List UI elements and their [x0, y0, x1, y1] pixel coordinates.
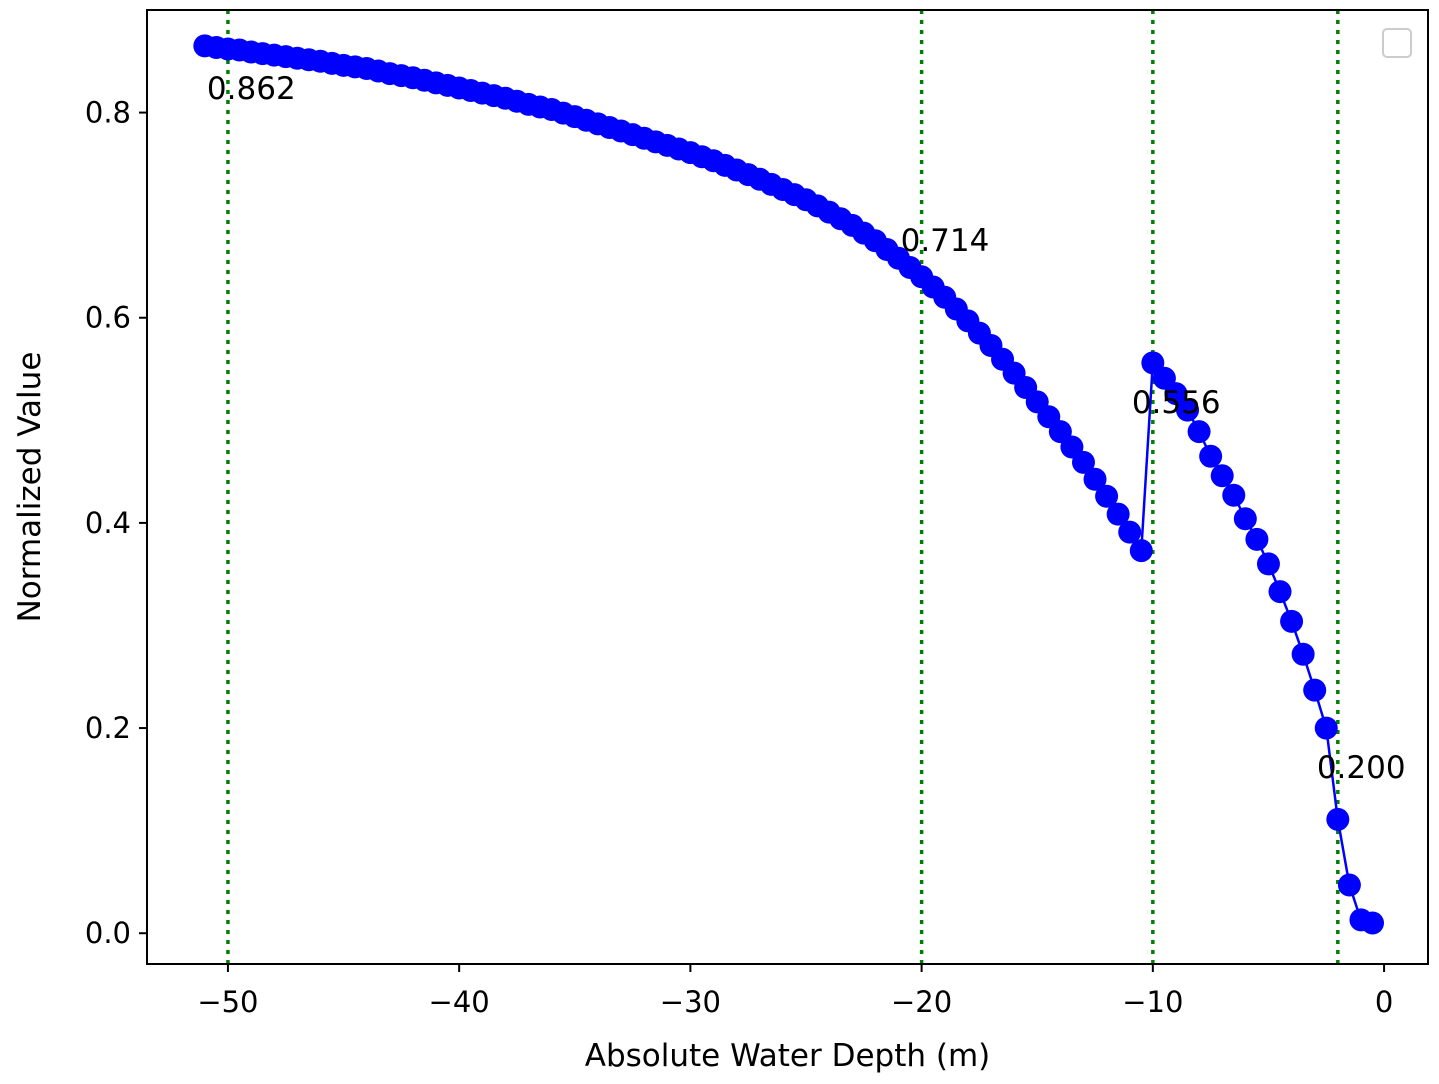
annotation-label: 0.200	[1317, 750, 1406, 786]
data-point	[1245, 527, 1269, 551]
data-point	[1164, 382, 1188, 406]
data-point	[1268, 580, 1292, 604]
x-tick-label: −20	[891, 985, 952, 1019]
data-point	[1187, 420, 1211, 444]
y-axis-ticks: 0.0 0.2 0.4 0.6 0.8	[85, 96, 147, 950]
annotations: 0.862 0.714 0.556 0.200	[207, 71, 1406, 786]
data-point	[1106, 502, 1130, 526]
y-tick-label: 0.4	[85, 506, 131, 540]
x-axis-label: Absolute Water Depth (m)	[585, 1038, 991, 1074]
annotation-label: 0.556	[1132, 385, 1221, 421]
data-point	[1326, 807, 1350, 831]
data-point	[1337, 873, 1361, 897]
y-axis-label: Normalized Value	[12, 352, 48, 623]
data-point	[1129, 539, 1153, 563]
data-point	[1361, 911, 1385, 935]
data-point	[1083, 467, 1107, 491]
data-point	[1118, 520, 1142, 544]
annotation-label: 0.714	[901, 223, 990, 259]
data-point	[1222, 483, 1246, 507]
data-point	[1095, 484, 1119, 508]
x-axis-ticks: −50 −40 −30 −20 −10 0	[197, 964, 1393, 1019]
data-point	[1256, 552, 1280, 576]
reference-lines	[226, 10, 1340, 964]
plot-frame	[146, 9, 1429, 965]
data-point	[1280, 609, 1304, 633]
data-point	[1314, 716, 1338, 740]
data-series	[193, 34, 1385, 935]
data-point	[1176, 398, 1200, 422]
annotation-label: 0.862	[207, 71, 296, 107]
y-tick-label: 0.8	[85, 96, 131, 130]
data-point	[1210, 464, 1234, 488]
x-tick-label: −30	[660, 985, 721, 1019]
y-tick-label: 0.6	[85, 301, 131, 335]
data-point	[1071, 450, 1095, 474]
data-point	[1199, 444, 1223, 468]
x-tick-label: −40	[429, 985, 490, 1019]
x-tick-label: −50	[197, 985, 258, 1019]
data-point	[1233, 507, 1257, 531]
legend-box	[1382, 28, 1412, 58]
x-tick-label: 0	[1375, 985, 1393, 1019]
series-line	[204, 44, 1373, 925]
y-tick-label: 0.0	[85, 916, 131, 950]
data-point	[1291, 642, 1315, 666]
y-tick-label: 0.2	[85, 711, 131, 745]
x-tick-label: −10	[1122, 985, 1183, 1019]
data-point	[1303, 678, 1327, 702]
